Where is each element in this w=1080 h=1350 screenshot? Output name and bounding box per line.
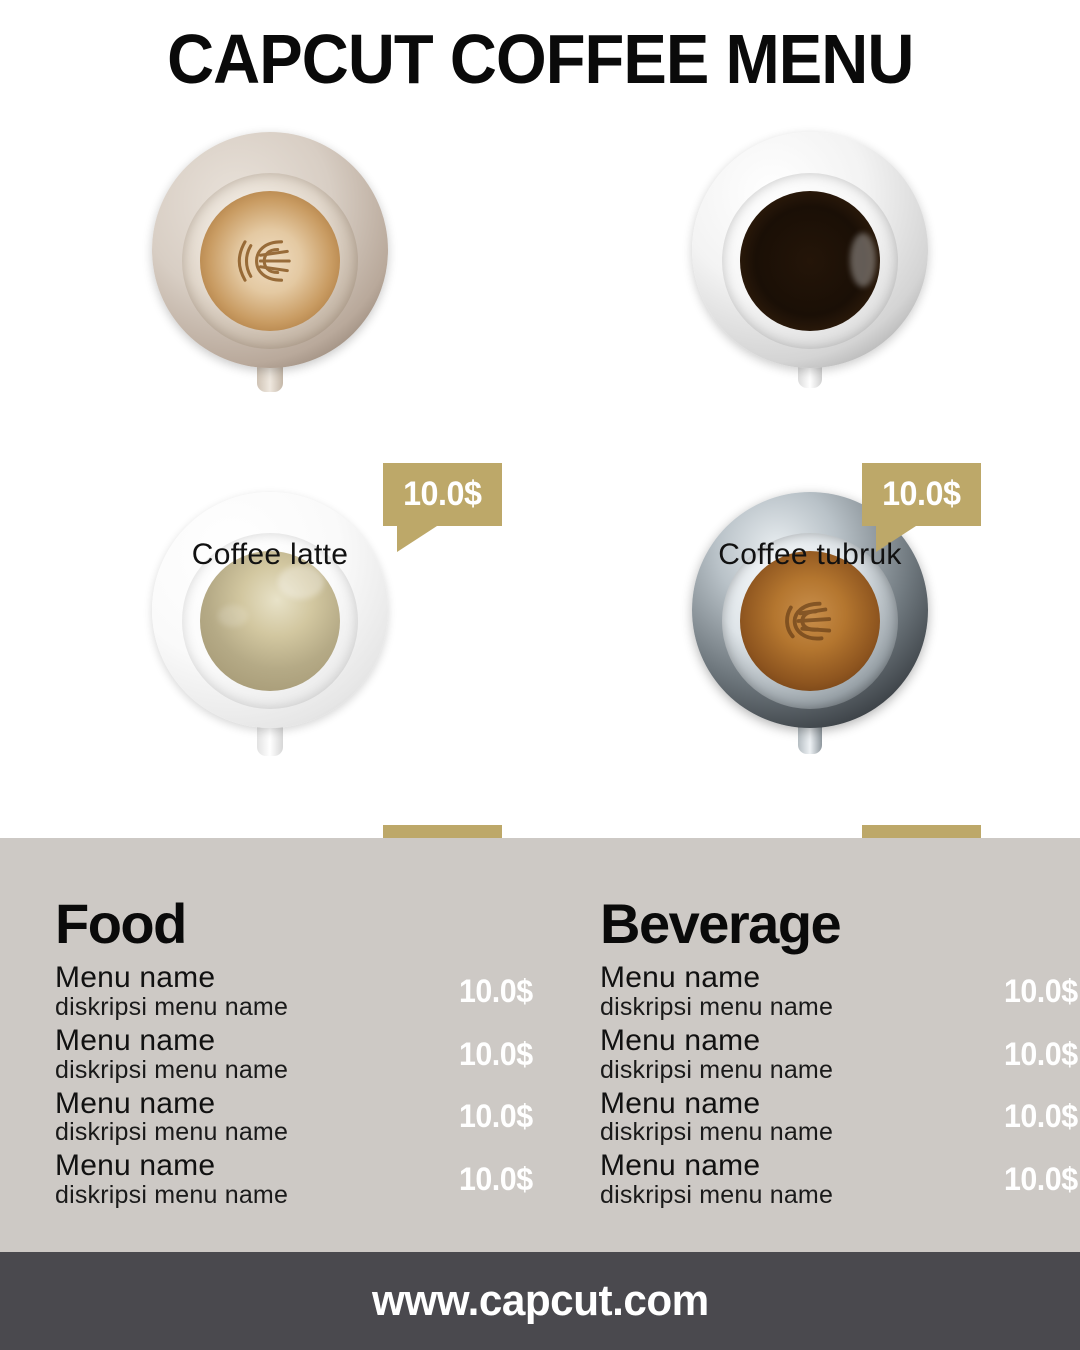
section-heading-food: Food	[55, 892, 187, 955]
coffee-label-tubruk: Coffee tubruk	[718, 538, 902, 571]
menu-row[interactable]: Menu name diskripsi menu name 10.0$	[55, 962, 535, 1021]
coffee-card-coklat[interactable]	[540, 478, 1080, 838]
menu-item-price: 10.0$	[459, 1161, 534, 1198]
menu-item-price: 10.0$	[1004, 972, 1079, 1009]
menu-row[interactable]: Menu name diskripsi menu name 10.0$	[600, 1023, 1080, 1084]
coffee-cup-machiato-image	[145, 492, 395, 756]
menu-item-desc: diskripsi menu name	[600, 1118, 834, 1147]
coffee-liquid	[200, 551, 340, 691]
menu-item-name: Menu name	[600, 961, 761, 994]
menu-row[interactable]: Menu name diskripsi menu name 10.0$	[600, 1086, 1080, 1147]
price-value: 10.0$	[882, 475, 961, 513]
menu-item-name: Menu name	[55, 961, 216, 994]
price-tag-latte: 10.0$	[383, 463, 502, 552]
cocoa-art-icon	[785, 601, 832, 641]
menu-item-price: 10.0$	[1004, 1098, 1079, 1135]
coffee-liquid	[740, 191, 880, 331]
menu-item-desc: diskripsi menu name	[600, 1055, 834, 1084]
menu-item-desc: diskripsi menu name	[600, 1181, 834, 1210]
menu-column-food: Food Menu name diskripsi menu name 10.0$…	[55, 896, 535, 1213]
footer-bar: www.capcut.com	[0, 1252, 1080, 1350]
menu-item-price: 10.0$	[459, 972, 534, 1009]
latte-art-icon	[237, 240, 291, 282]
menu-item-desc: diskripsi menu name	[55, 992, 289, 1021]
menu-row[interactable]: Menu name diskripsi menu name 10.0$	[600, 1150, 1080, 1209]
coffee-liquid	[740, 551, 880, 691]
section-heading-beverage: Beverage	[600, 892, 842, 955]
menu-item-price: 10.0$	[1004, 1161, 1079, 1198]
coffee-card-machiato[interactable]	[0, 478, 540, 838]
menu-row[interactable]: Menu name diskripsi menu name 10.0$	[55, 1023, 535, 1084]
menu-item-price: 10.0$	[1004, 1035, 1079, 1072]
coffee-cup-latte-image	[145, 132, 395, 392]
coffee-card-tubruk[interactable]	[540, 118, 1080, 478]
menu-item-desc: diskripsi menu name	[55, 1055, 289, 1084]
header: CAPCUT COFFEE MENU	[0, 0, 1080, 118]
menu-item-name: Menu name	[600, 1149, 761, 1183]
coffee-card-latte[interactable]	[0, 118, 540, 478]
menu-item-name: Menu name	[55, 1023, 216, 1057]
menu-item-price: 10.0$	[459, 1035, 534, 1072]
menu-row[interactable]: Menu name diskripsi menu name 10.0$	[600, 962, 1080, 1021]
page-title: CAPCUT COFFEE MENU	[166, 20, 914, 98]
menu-item-price: 10.0$	[459, 1098, 534, 1135]
price-tag-tubruk: 10.0$	[862, 463, 981, 552]
menu-row[interactable]: Menu name diskripsi menu name 10.0$	[55, 1150, 535, 1209]
menu-row[interactable]: Menu name diskripsi menu name 10.0$	[55, 1086, 535, 1147]
menu-item-desc: diskripsi menu name	[55, 1118, 289, 1147]
price-value: 10.0$	[403, 475, 482, 513]
menu-column-beverage: Beverage Menu name diskripsi menu name 1…	[600, 896, 1080, 1213]
menu-item-desc: diskripsi menu name	[600, 992, 834, 1021]
coffee-cup-tubruk-image	[685, 132, 935, 390]
menu-panel: Food Menu name diskripsi menu name 10.0$…	[0, 838, 1080, 1252]
coffee-liquid	[200, 191, 340, 331]
website-url[interactable]: www.capcut.com	[371, 1276, 709, 1325]
menu-item-name: Menu name	[600, 1023, 761, 1057]
menu-item-desc: diskripsi menu name	[55, 1181, 289, 1210]
menu-item-name: Menu name	[55, 1149, 216, 1183]
coffee-label-latte: Coffee latte	[191, 538, 349, 571]
coffee-grid: 10.0$ 10.0$ 10.0$ 10.0$ Coffee latte Cof…	[0, 118, 1080, 933]
menu-item-name: Menu name	[600, 1086, 761, 1120]
menu-item-name: Menu name	[55, 1086, 216, 1120]
